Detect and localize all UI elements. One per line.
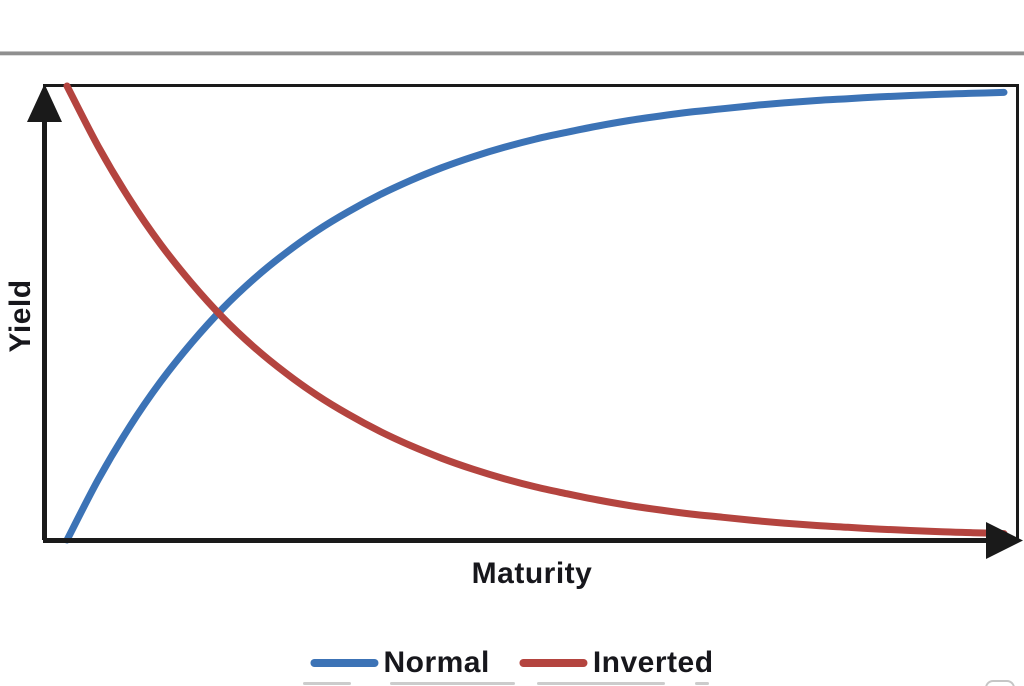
legend-label-normal: Normal — [383, 646, 490, 679]
curves-layer — [63, 82, 1008, 544]
legend-swatch-inverted — [519, 659, 588, 667]
cropped-content-artifact — [303, 682, 351, 685]
legend-item-inverted: Inverted — [519, 646, 714, 680]
curve-normal — [63, 88, 1008, 544]
cropped-content-artifact — [537, 682, 665, 685]
top-divider-rule — [0, 51, 1024, 55]
chart-legend: Normal Inverted — [310, 646, 713, 680]
x-axis-title: Maturity — [471, 557, 593, 590]
curve-inverted — [63, 82, 1008, 538]
cropped-content-artifact — [985, 680, 1015, 686]
legend-item-normal: Normal — [310, 646, 489, 680]
x-axis-arrowhead-icon — [986, 522, 1023, 559]
cropped-content-artifact — [390, 682, 515, 685]
plot-border — [43, 84, 1019, 542]
legend-swatch-normal — [310, 659, 379, 667]
y-axis-title: Yield — [4, 279, 37, 353]
legend-label-inverted: Inverted — [592, 646, 714, 679]
cropped-content-artifact — [695, 682, 709, 685]
y-axis-arrowhead-icon — [27, 84, 62, 122]
